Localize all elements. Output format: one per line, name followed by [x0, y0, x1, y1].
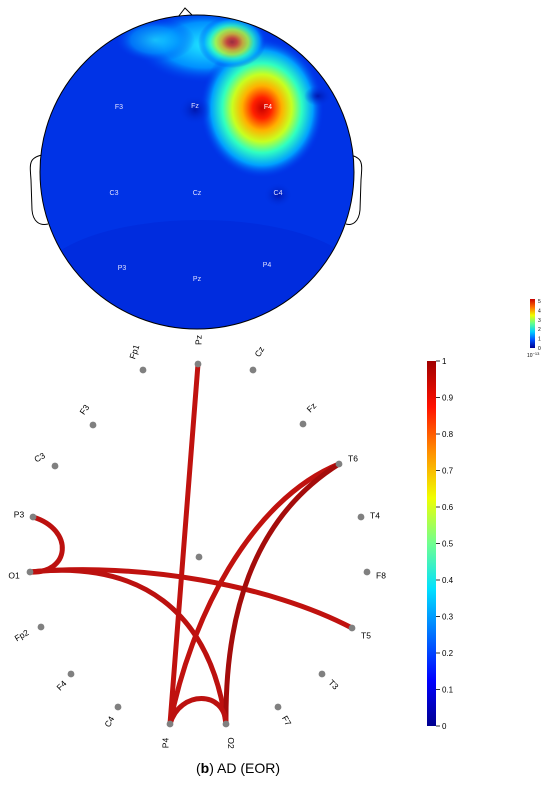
topo-label-p3: P3	[118, 265, 127, 272]
connectivity-colorbar-tick: 0.2	[442, 649, 454, 658]
electrode-node-f7	[274, 703, 282, 711]
connectivity-colorbar-tick: 1	[442, 357, 447, 366]
head-right-ear	[345, 154, 363, 225]
electrode-node-f8	[363, 568, 371, 576]
electrode-label-fp2: Fp2	[13, 627, 31, 643]
topomap-colorbar-tick: 3	[538, 318, 541, 324]
electrode-label-o1: O1	[8, 570, 20, 580]
electrode-node-t4	[357, 513, 365, 521]
electrode-label-t6: T6	[348, 453, 358, 463]
electrode-label-f4: F4	[54, 678, 68, 692]
electrode-label-o2: O2	[226, 737, 236, 749]
topomap-colorbar-tick: 0	[538, 346, 541, 352]
electrode-node-t3	[318, 670, 326, 678]
electrode-label-f3: F3	[77, 402, 91, 416]
electrode-label-f7: F7	[280, 714, 294, 728]
electrode-node-t5	[348, 624, 356, 632]
electrode-nodes: Fp1 Pz Cz F3 Fz C3 T6 P3 T4 O1 F8 Fp2 T5 F4 T3 C4 F7 P4 O2	[8, 335, 386, 749]
electrode-node-f3	[89, 421, 97, 429]
topo-label-pz: Pz	[193, 276, 202, 283]
electrode-label-c3: C3	[32, 450, 47, 464]
electrode-node-f4	[67, 670, 75, 678]
electrode-label-f8: F8	[376, 570, 386, 580]
topomap-colorbar-tick: 2	[538, 327, 541, 333]
connection-o1-t5	[27, 567, 355, 631]
connection-p4-o2	[167, 696, 229, 727]
topomap-colorbar: 5 4 3 2 1 0 10−13	[527, 299, 541, 359]
connectivity-colorbar-tick: 0.8	[442, 430, 454, 439]
connectivity-colorbar-tick: 0	[442, 722, 447, 731]
electrode-node-p3	[29, 513, 37, 521]
topomap-colorbar-tick: 4	[538, 308, 541, 314]
electrode-label-c4: C4	[102, 714, 116, 729]
head-left-ear	[29, 154, 49, 225]
connectivity-colorbar-tick: 0.4	[442, 576, 454, 585]
electrode-node-fz	[299, 420, 307, 428]
topomap-colorbar-tick: 5	[538, 299, 541, 305]
electrode-node-o2	[222, 720, 230, 728]
electrode-node-c4	[114, 703, 122, 711]
electrode-label-p4: P4	[160, 738, 170, 749]
electrode-node-cz	[249, 366, 257, 374]
electrode-label-cz: Cz	[252, 345, 266, 359]
center-node	[195, 553, 203, 561]
connection-o1-o2	[27, 567, 229, 727]
connection-o2-t6	[223, 461, 342, 727]
topo-label-cz: Cz	[193, 190, 202, 197]
topomap-colorbar-exponent: 10−13	[527, 351, 540, 359]
topo-label-f3: F3	[115, 104, 123, 111]
connection-p4-t6	[167, 461, 342, 727]
connection-p4-pz	[167, 361, 201, 727]
electrode-node-c3	[51, 462, 59, 470]
electrode-label-pz: Pz	[193, 335, 203, 345]
topomap-field	[40, 15, 354, 329]
connectivity-colorbar: 1 0.9 0.8 0.7 0.6 0.5 0.4 0.3 0.2 0.1 0	[427, 357, 454, 731]
connectivity-diagram: Fp1 Pz Cz F3 Fz C3 T6 P3 T4 O1 F8 Fp2 T5 F4 T3 C4 F7 P4 O2…	[8, 335, 453, 749]
connectivity-colorbar-tick: 0.9	[442, 394, 454, 403]
connectivity-colorbar-tick: 0.5	[442, 540, 454, 549]
topo-label-f4: F4	[264, 104, 272, 111]
figure-caption: (b) AD (EOR)	[196, 760, 280, 776]
electrode-label-t3: T3	[326, 677, 340, 691]
connection-p3-o1	[27, 514, 65, 575]
topo-label-c3: C3	[110, 190, 119, 197]
electrode-node-pz	[194, 360, 202, 368]
electrode-label-t4: T4	[370, 510, 380, 520]
topo-label-fz: Fz	[191, 103, 199, 110]
electrode-node-fp2	[37, 623, 45, 631]
topo-label-p4: P4	[263, 262, 272, 269]
topomap-colorbar-tick: 1	[538, 337, 541, 343]
topomap: F3 Fz F4 C3 Cz C4 P3 Pz P4 5 4 3 2 1 0 10−13	[29, 7, 541, 359]
connectivity-colorbar-gradient	[427, 361, 436, 726]
electrode-node-o1	[26, 568, 34, 576]
connection-lines	[27, 361, 355, 727]
connectivity-colorbar-tick: 0.6	[442, 503, 454, 512]
electrode-node-p4	[166, 720, 174, 728]
electrode-label-t5: T5	[361, 630, 371, 640]
connectivity-colorbar-tick: 0.7	[442, 467, 454, 476]
head-outline	[39, 14, 355, 330]
electrode-node-t6	[335, 460, 343, 468]
connectivity-colorbar-tick: 0.1	[442, 686, 454, 695]
electrode-label-fz: Fz	[305, 401, 319, 415]
electrode-node-fp1	[139, 366, 147, 374]
electrode-label-p3: P3	[14, 509, 25, 519]
topo-label-c4: C4	[274, 190, 283, 197]
topomap-colorbar-gradient	[530, 299, 535, 348]
connectivity-colorbar-tick: 0.3	[442, 613, 454, 622]
electrode-label-fp1: Fp1	[127, 343, 141, 360]
